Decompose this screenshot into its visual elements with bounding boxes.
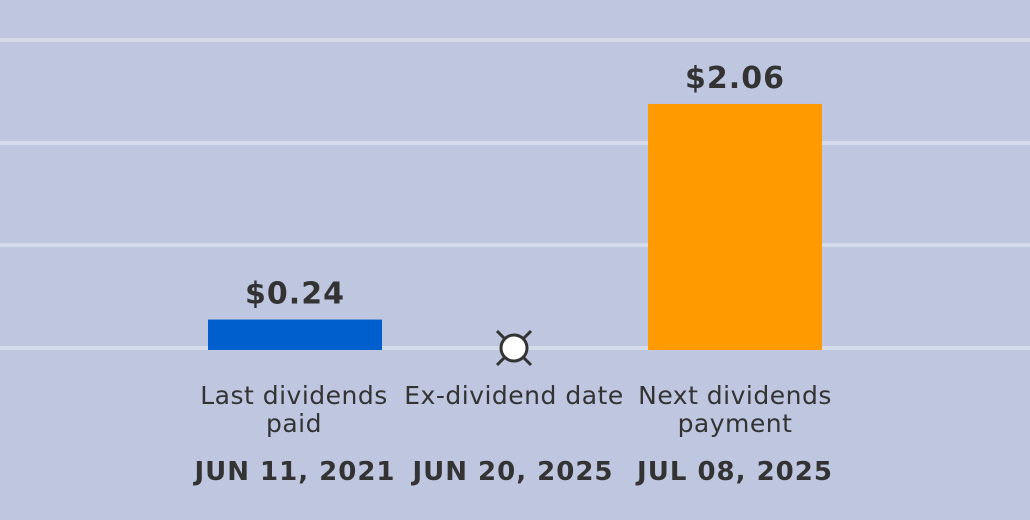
marker-circle xyxy=(499,333,529,363)
category-label: Ex-dividend date xyxy=(404,381,624,410)
value-label: $0.24 xyxy=(245,277,345,312)
date-label: JUN 20, 2025 xyxy=(412,457,614,487)
bars: $0.24 $2.06 xyxy=(208,61,822,350)
category-label: Next dividends payment xyxy=(638,381,832,438)
category-label: Last dividends paid xyxy=(200,381,388,438)
grid xyxy=(0,38,1030,350)
date-label: JUL 08, 2025 xyxy=(637,457,833,487)
date-label: JUN 11, 2021 xyxy=(194,457,396,487)
value-label: $2.06 xyxy=(685,61,785,96)
ex-dividend-marker xyxy=(495,329,533,367)
bar xyxy=(648,103,822,350)
bar xyxy=(208,319,382,350)
